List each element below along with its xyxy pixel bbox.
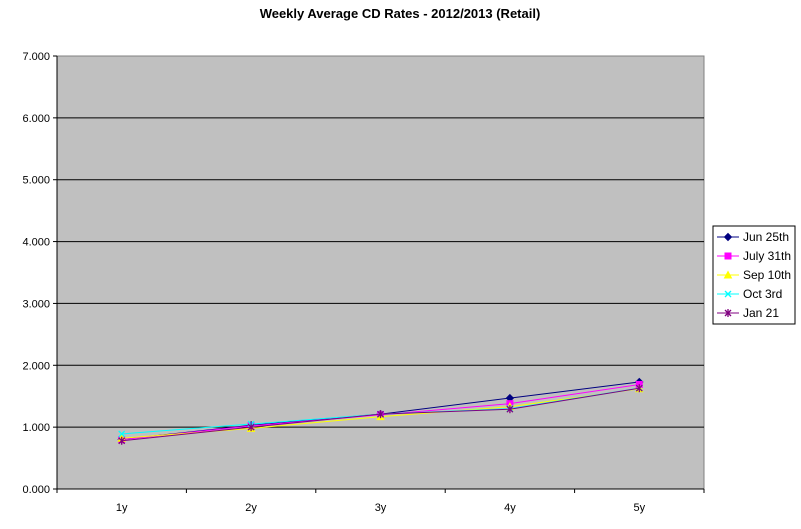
legend-label-sep-10th: Sep 10th [743,268,791,282]
x-tick-label-1y: 1y [116,502,128,514]
data-point-jan-21-4y [506,405,514,414]
data-point-jan-21-2y [247,423,255,432]
legend-label-jan-21: Jan 21 [743,306,779,320]
y-tick-label-0: 0.000 [22,484,50,496]
legend: Jun 25th July 31th Sep 10th Oct 3rd Jan 21 [712,225,796,325]
legend-marker-july-31th [724,252,732,260]
y-tick-label-3: 3.000 [22,298,50,310]
x-tick-label-2y: 2y [245,502,257,514]
y-tick-label-4: 4.000 [22,237,50,249]
legend-label-jun-25th: Jun 25th [743,230,789,244]
legend-label-july-31th: July 31th [743,249,791,263]
x-tick-label-4y: 4y [504,502,516,514]
y-tick-label-7: 7.000 [22,51,50,63]
plot-background [56,55,705,490]
legend-marker-oct-3rd [724,290,732,298]
y-tick-label-2: 2.000 [22,360,50,372]
legend-marker-jan-21 [724,309,732,317]
chart-title: Weekly Average CD Rates - 2012/2013 (Ret… [260,6,541,21]
x-tick-label-3y: 3y [375,502,387,514]
y-tick-label-6: 6.000 [22,113,50,125]
data-point-jan-21-3y [377,410,384,419]
data-point-oct-3rd-1y [118,430,126,438]
legend-label-oct-3rd: Oct 3rd [743,287,782,301]
y-tick-label-5: 5.000 [22,175,50,187]
y-tick-label-1: 1.000 [22,422,50,434]
legend-marker-sep-10th [723,270,733,279]
plot-area: 0.000 1.000 2.000 3.000 4.000 5.000 6.000 7.000… [22,51,705,514]
data-point-jan-21-1y [118,436,126,445]
x-tick-label-5y: 5y [633,502,645,514]
legend-marker-jun-25th [723,232,733,242]
data-point-jan-21-5y [635,384,643,393]
